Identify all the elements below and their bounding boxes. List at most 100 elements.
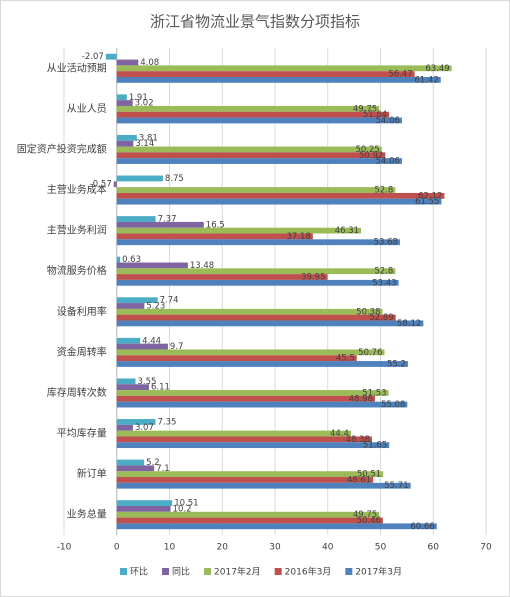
bar [116, 303, 145, 309]
value-label: 5.2 [146, 458, 160, 468]
bar [105, 53, 117, 60]
value-label: 49.75 [353, 104, 377, 114]
value-label: 50.38 [356, 307, 380, 317]
bar [116, 436, 372, 443]
value-label: -0.57 [90, 180, 112, 190]
value-label: 37.18 [287, 232, 311, 242]
bar [116, 430, 351, 437]
value-label: 10.51 [174, 499, 198, 509]
bar [116, 343, 168, 350]
value-label: 48.38 [346, 435, 370, 445]
value-label: 9.7 [170, 342, 184, 352]
bar [116, 378, 136, 385]
value-label: 55.08 [381, 400, 405, 410]
value-label: 3.55 [137, 377, 156, 387]
bar [116, 355, 357, 362]
value-label: 50.76 [358, 348, 382, 358]
y-tick-label: 平均库存量 [57, 427, 107, 440]
bar [116, 140, 134, 147]
value-label: 8.75 [165, 174, 184, 184]
value-label: 52.8 [374, 267, 393, 277]
bar [116, 465, 155, 472]
bar [116, 442, 390, 449]
value-label: 5.23 [146, 301, 165, 311]
value-label: 60.66 [410, 522, 434, 532]
value-label: 50.51 [357, 470, 381, 480]
value-label: 7.1 [156, 464, 170, 474]
bar [116, 395, 376, 402]
value-label: 50.46 [357, 516, 381, 526]
bar [116, 71, 415, 77]
value-label: 61.42 [414, 75, 438, 85]
legend-label: 环比 [130, 566, 148, 578]
value-label: 10.2 [173, 504, 192, 514]
value-label: 50.25 [355, 145, 379, 155]
bar [116, 76, 441, 83]
value-label: 7.74 [160, 296, 179, 306]
legend-swatch [120, 568, 127, 575]
value-label: 48.61 [347, 475, 371, 485]
y-tick-label: 主营业务成本 [47, 183, 107, 196]
x-tick-label: 0 [114, 543, 120, 553]
bar [116, 459, 145, 466]
bar [116, 482, 411, 489]
bar [116, 227, 362, 234]
value-label: 49.75 [353, 510, 377, 520]
bar [116, 274, 328, 280]
bar [116, 192, 445, 199]
y-tick-label: 物流服务价格 [47, 264, 107, 277]
bar [116, 523, 437, 530]
bar [116, 424, 133, 431]
y-tick-label: 资金周转率 [57, 345, 107, 358]
bar [116, 256, 121, 263]
bar [116, 361, 408, 367]
x-tick-label: 30 [269, 543, 281, 553]
bar [116, 500, 173, 507]
bar [116, 401, 408, 408]
bar [113, 181, 117, 188]
value-label: 54.06 [376, 157, 400, 167]
legend-label: 2017年3月 [355, 566, 402, 578]
legend-label: 同比 [172, 566, 190, 578]
value-label: 4.44 [142, 336, 161, 346]
bar [116, 239, 400, 246]
value-label: 55.2 [387, 359, 406, 369]
value-label: 7.35 [158, 417, 177, 427]
value-label: 0.63 [122, 255, 141, 265]
value-label: 51.65 [363, 441, 387, 451]
bar [116, 187, 396, 193]
x-tick-label: -10 [57, 543, 72, 553]
bar [116, 105, 380, 112]
value-label: 45.5 [336, 354, 355, 364]
bar [116, 111, 390, 118]
bar [116, 262, 188, 269]
bar [116, 59, 139, 66]
bar [116, 308, 383, 315]
bar [116, 152, 386, 159]
value-label: 3.02 [135, 99, 154, 109]
value-label: 44.4 [330, 429, 349, 439]
value-label: 3.07 [135, 423, 154, 433]
value-label: 51.64 [363, 110, 387, 120]
bar [116, 419, 156, 425]
legend-swatch [274, 568, 282, 575]
legend-swatch [162, 568, 170, 575]
value-label: 50.92 [359, 151, 383, 161]
value-label: 6.11 [151, 383, 170, 393]
value-label: 61.55 [415, 197, 439, 207]
value-label: 48.96 [349, 394, 373, 404]
bar [116, 198, 442, 205]
bar [116, 506, 171, 512]
y-tick-label: 业务总量 [67, 508, 107, 521]
x-tick-label: 60 [428, 543, 440, 553]
value-label: 39.95 [301, 273, 325, 283]
value-label: 7.37 [158, 215, 177, 225]
bar [116, 511, 380, 518]
bar [116, 349, 385, 356]
value-label: -2.07 [82, 52, 104, 62]
value-label: 53.43 [372, 278, 396, 288]
value-label: 55.71 [384, 481, 408, 491]
x-tick-label: 10 [164, 543, 176, 553]
bar [116, 175, 163, 182]
